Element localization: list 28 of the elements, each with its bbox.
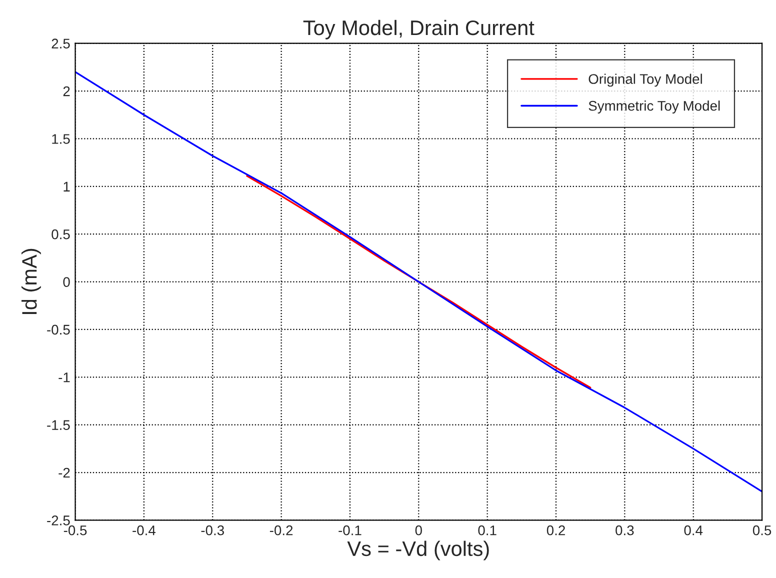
y-tick-label: -1: [58, 372, 70, 382]
y-tick-label: 2.5: [52, 38, 70, 49]
x-tick-label: -0.1: [338, 525, 362, 536]
x-axis-title: Vs = -Vd (volts): [347, 540, 489, 560]
x-tick-label: 0.2: [546, 525, 565, 536]
x-tick-label: 0.1: [478, 525, 496, 536]
y-tick-label: 1.5: [52, 134, 70, 144]
x-tick-label: 0.5: [752, 525, 772, 536]
y-tick-label: -0.5: [47, 324, 70, 335]
y-tick-label: 2: [63, 86, 70, 96]
line-series: [75, 71, 762, 492]
y-tick-label: 1: [64, 182, 70, 192]
x-tick-label: 0: [415, 525, 422, 536]
legend-label: Original Toy Model: [588, 74, 702, 87]
y-tick-label: 0.5: [52, 229, 70, 240]
x-tick-label: -0.4: [132, 525, 156, 536]
chart-title: Toy Model, Drain Current: [303, 20, 534, 40]
x-tick-label: 0.4: [684, 525, 703, 536]
x-tick-label: -0.3: [201, 525, 224, 536]
y-tick-label: 0: [63, 277, 70, 287]
y-tick-label: -2.5: [47, 516, 70, 526]
y-tick-label: -1.5: [47, 420, 70, 430]
y-tick-label: -2: [58, 468, 70, 478]
y-axis-title: Id (mA): [22, 248, 41, 314]
legend-label: Symmetric Toy Model: [588, 100, 720, 114]
x-tick-label: -0.2: [270, 525, 293, 536]
line-series: [246, 175, 592, 388]
x-tick-label: 0.3: [616, 525, 634, 536]
